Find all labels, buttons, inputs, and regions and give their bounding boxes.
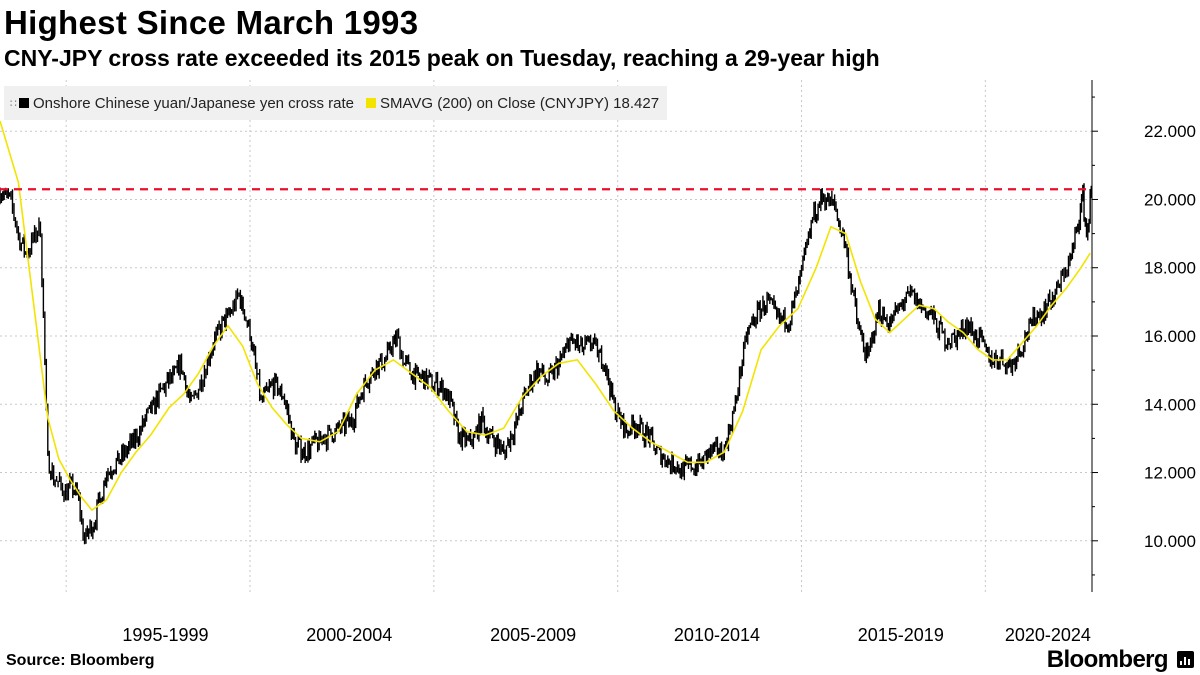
y-tick-label: 16.000 <box>1144 327 1196 346</box>
price-series <box>0 183 1092 545</box>
legend-item-sma[interactable]: SMAVG (200) on Close (CNYJPY) 18.427 <box>366 95 659 112</box>
x-period-label: 2015-2019 <box>858 625 944 645</box>
legend-label-sma: SMAVG (200) on Close (CNYJPY) 18.427 <box>380 94 660 112</box>
legend-swatch-sma <box>366 98 377 108</box>
sma-line <box>0 120 1091 512</box>
y-tick-label: 20.000 <box>1144 190 1196 209</box>
legend: ∷ Onshore Chinese yuan/Japanese yen cros… <box>4 86 668 120</box>
y-tick-label: 14.000 <box>1144 395 1196 414</box>
x-period-label: 2005-2009 <box>490 625 576 645</box>
bloomberg-icon <box>1177 651 1194 668</box>
x-period-label: 2010-2014 <box>674 625 760 645</box>
y-tick-label: 12.000 <box>1144 464 1196 483</box>
legend-swatch-price <box>19 98 29 108</box>
x-period-label: 2000-2004 <box>306 625 392 645</box>
legend-handle-icon: ∷ <box>10 97 17 110</box>
chart-subtitle: CNY-JPY cross rate exceeded its 2015 pea… <box>4 45 880 71</box>
source-note: Source: Bloomberg <box>6 652 155 669</box>
x-gridlines <box>65 80 986 592</box>
chart-title: Highest Since March 1993 <box>4 4 419 41</box>
x-period-label: 2020-2024 <box>1005 625 1091 645</box>
y-gridlines <box>0 130 1092 542</box>
y-axis <box>1091 80 1098 592</box>
y-tick-labels: 10.000 12.000 14.000 16.000 18.000 20.000 22.0… <box>1144 122 1196 551</box>
legend-item-price[interactable]: ∷ Onshore Chinese yuan/Japanese yen cros… <box>10 95 354 112</box>
y-tick-label: 18.000 <box>1144 259 1196 278</box>
y-tick-label: 10.000 <box>1144 532 1196 551</box>
x-period-labels: 1995-1999 2000-2004 2005-2009 2010-2014 2015… <box>122 625 1091 645</box>
legend-label-price: Onshore Chinese yuan/Japanese yen cross … <box>33 94 355 112</box>
sma-series <box>0 120 1091 512</box>
x-period-label: 1995-1999 <box>122 625 208 645</box>
bloomberg-logo: Bloomberg <box>1046 646 1169 673</box>
y-tick-label: 22.000 <box>1144 122 1196 141</box>
